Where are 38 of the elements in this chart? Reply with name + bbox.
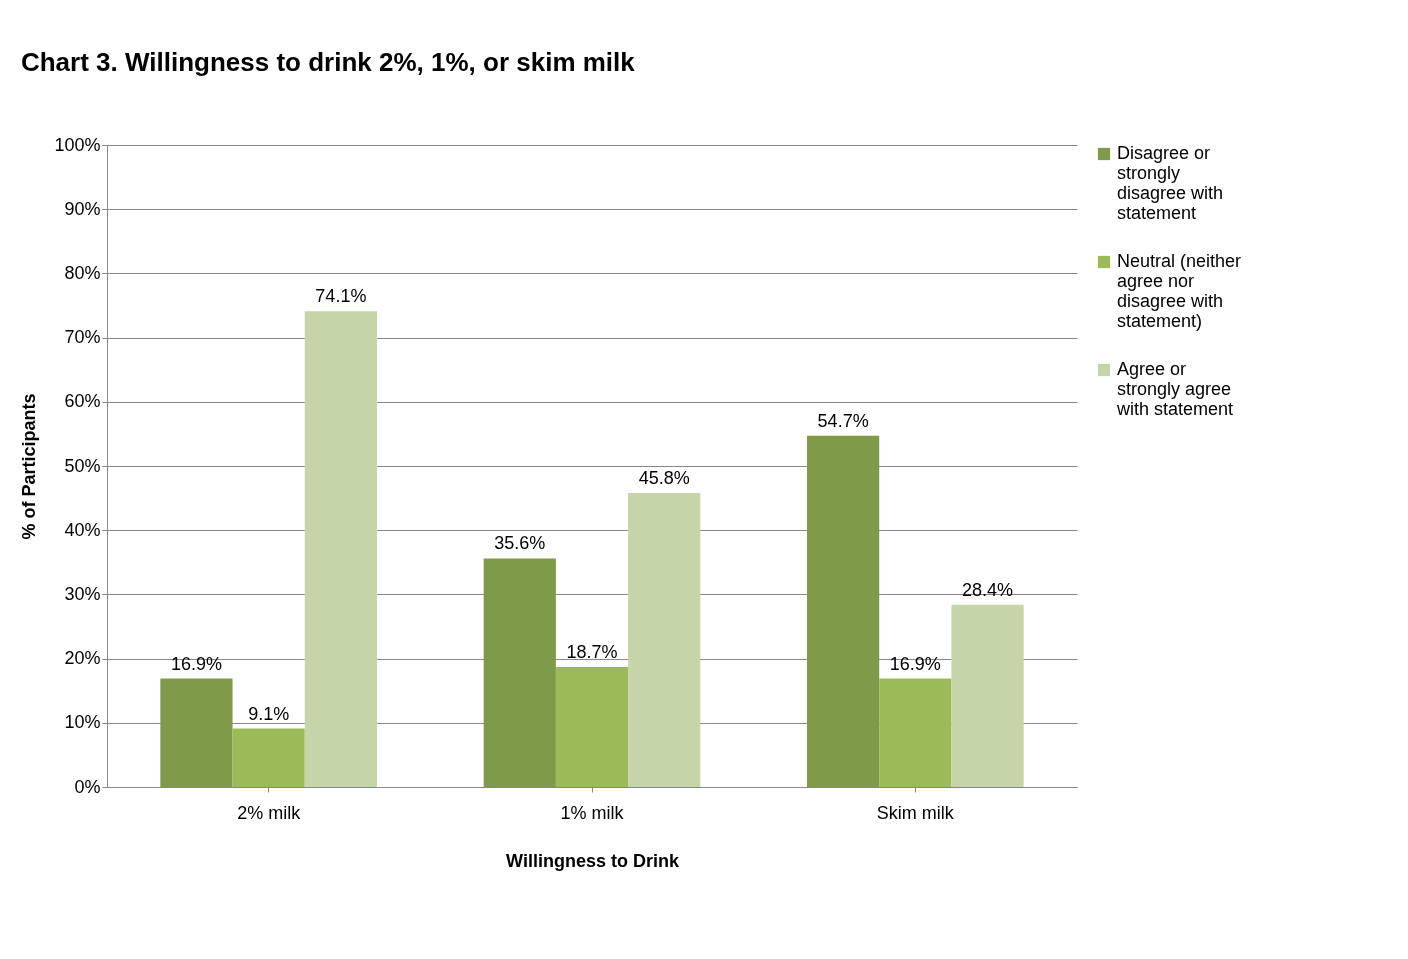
y-tick-label: 10%: [64, 712, 101, 733]
data-label: 45.8%: [638, 467, 690, 488]
x-tick-label: 1% milk: [560, 802, 625, 823]
data-label: 18.7%: [566, 641, 618, 662]
y-tick-label: 40%: [64, 519, 101, 540]
bar: [879, 678, 952, 787]
y-tick-label: 30%: [64, 583, 101, 604]
x-tick-label: Skim milk: [876, 802, 955, 823]
data-label: 16.9%: [170, 653, 222, 674]
y-tick-label: 90%: [64, 198, 101, 219]
legend-label: Neutral (neither agree nor disagree with statement): [1117, 251, 1242, 331]
bar: [628, 492, 701, 787]
data-label: 54.7%: [817, 410, 869, 431]
y-tick-label: 20%: [64, 648, 101, 669]
x-axis-title: Willingness to Drink: [506, 850, 680, 871]
legend-label: Agree or strongly agree with statement: [1116, 359, 1234, 419]
bar: [160, 678, 233, 787]
y-tick-label: 60%: [64, 391, 101, 412]
x-tick-label: 2% milk: [237, 802, 302, 823]
data-label: 9.1%: [248, 703, 290, 724]
y-tick-label: 70%: [64, 327, 101, 348]
y-tick-label: 0%: [74, 776, 101, 797]
y-tick-label: 100%: [54, 134, 101, 155]
bar: [951, 604, 1024, 787]
chart-title: Chart 3. Willingness to drink 2%, 1%, or skim milk: [20, 47, 636, 77]
bar: [483, 558, 556, 787]
data-label: 74.1%: [315, 286, 367, 307]
y-axis-title: % of Participants: [19, 393, 40, 540]
bar: [555, 666, 629, 787]
data-label: 28.4%: [962, 579, 1014, 600]
bar: [807, 435, 880, 787]
y-tick-label: 80%: [64, 262, 101, 283]
y-tick-label: 50%: [64, 455, 101, 476]
bar: [232, 728, 305, 787]
data-label: 16.9%: [889, 653, 941, 674]
bar: [304, 311, 377, 787]
legend-label: Disagree or strongly disagree with statement: [1117, 143, 1224, 223]
data-label: 35.6%: [494, 533, 546, 554]
